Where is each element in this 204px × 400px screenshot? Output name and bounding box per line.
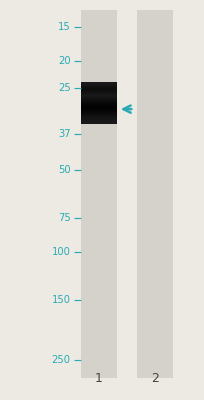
Bar <box>81 119 116 120</box>
Bar <box>81 104 116 105</box>
Text: 150: 150 <box>51 295 70 305</box>
Bar <box>81 91 116 92</box>
Bar <box>81 101 116 102</box>
Bar <box>81 114 116 115</box>
Bar <box>81 98 116 99</box>
Bar <box>81 106 116 107</box>
Bar <box>81 120 116 121</box>
Bar <box>81 91 116 92</box>
Bar <box>81 117 116 118</box>
Bar <box>81 106 116 107</box>
Text: 20: 20 <box>58 56 70 66</box>
Bar <box>81 102 116 103</box>
Bar <box>81 93 116 94</box>
Bar <box>81 121 116 122</box>
Bar <box>81 99 116 100</box>
Text: 15: 15 <box>58 22 70 32</box>
Bar <box>81 97 116 98</box>
Bar <box>81 109 116 110</box>
Bar <box>81 121 116 122</box>
Text: 50: 50 <box>58 165 70 175</box>
Bar <box>81 118 116 119</box>
Bar <box>81 117 116 118</box>
Bar <box>81 93 116 94</box>
Bar <box>81 108 116 109</box>
Bar <box>81 114 116 115</box>
Bar <box>81 111 116 112</box>
Bar <box>81 94 116 95</box>
Bar <box>81 98 116 99</box>
Text: 25: 25 <box>58 82 70 92</box>
Bar <box>81 99 116 100</box>
Bar <box>81 105 116 106</box>
Bar <box>81 107 116 108</box>
Bar <box>81 96 116 97</box>
Bar <box>81 95 116 96</box>
Bar <box>81 96 116 97</box>
Bar <box>81 97 116 98</box>
Bar <box>81 105 116 106</box>
Bar <box>81 113 116 114</box>
Text: 1: 1 <box>94 372 102 385</box>
Bar <box>81 100 116 101</box>
Bar <box>81 103 116 104</box>
Bar <box>81 115 116 116</box>
Bar <box>81 110 116 111</box>
Bar <box>81 95 116 96</box>
Bar <box>81 116 116 117</box>
Bar <box>81 123 116 124</box>
Bar <box>81 118 116 119</box>
Bar <box>81 108 116 109</box>
Text: 75: 75 <box>58 213 70 223</box>
Bar <box>81 110 116 111</box>
Bar <box>81 10 116 378</box>
Bar <box>81 104 116 105</box>
Bar <box>81 115 116 116</box>
Bar <box>81 102 116 103</box>
Bar <box>81 103 116 104</box>
Bar <box>81 123 116 124</box>
Text: 2: 2 <box>151 372 159 385</box>
Bar <box>81 101 116 102</box>
Bar <box>81 119 116 120</box>
Bar <box>81 109 116 110</box>
Text: 250: 250 <box>51 356 70 366</box>
Bar <box>81 112 116 113</box>
Bar <box>81 107 116 108</box>
Text: 100: 100 <box>52 247 70 257</box>
Bar <box>137 10 172 378</box>
Bar <box>81 116 116 117</box>
Bar <box>81 112 116 113</box>
Bar <box>81 92 116 93</box>
Bar <box>81 100 116 101</box>
Bar <box>81 92 116 93</box>
Bar <box>81 122 116 123</box>
Text: 37: 37 <box>58 129 70 139</box>
Bar <box>81 111 116 112</box>
Bar <box>81 94 116 95</box>
Bar <box>81 113 116 114</box>
